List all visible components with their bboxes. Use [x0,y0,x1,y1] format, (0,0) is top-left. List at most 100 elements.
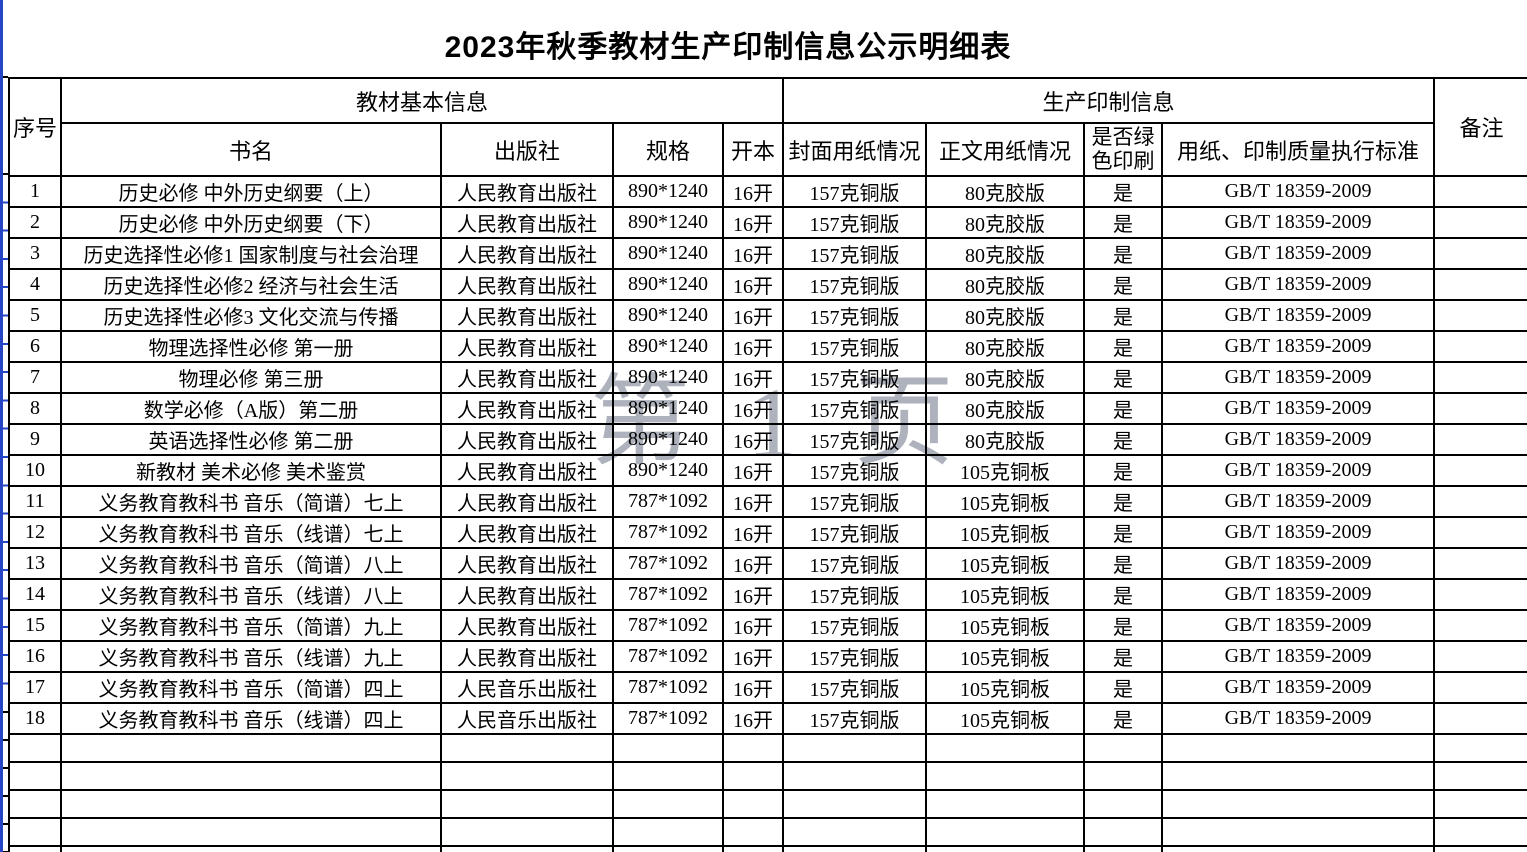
table-row: 17 义务教育教科书 音乐（简谱）四上 人民音乐出版社 787*1092 16开 157克… [8,671,1527,704]
empty-cell [782,817,928,847]
cell-format: 16开 [721,361,785,394]
cell-format: 16开 [721,330,785,363]
cell-remark [1433,268,1527,301]
cell-no: 11 [8,485,62,518]
cell-no: 3 [8,237,62,270]
cell-standard: GB/T 18359-2009 [1161,454,1436,487]
empty-cell [8,817,62,847]
cell-book: 历史选择性必修1 国家制度与社会治理 [60,237,442,270]
empty-cell [440,817,614,847]
cell-publisher: 人民教育出版社 [440,609,614,642]
empty-cell [1083,789,1164,819]
cell-no: 10 [8,454,62,487]
table-top-border-extension [0,76,8,78]
cell-remark [1433,299,1527,332]
cell-standard: GB/T 18359-2009 [1161,237,1436,270]
cell-spec: 787*1092 [612,702,724,735]
cell-remark [1433,237,1527,270]
cell-remark [1433,330,1527,363]
cell-spec: 890*1240 [612,299,724,332]
cell-body: 80克胶版 [925,361,1086,394]
empty-cell [60,761,442,791]
cell-cover: 157克铜版 [782,671,928,704]
cell-format: 16开 [721,578,785,611]
empty-cell [1083,845,1164,852]
empty-cell [1083,817,1164,847]
cell-green: 是 [1083,423,1164,456]
cell-standard: GB/T 18359-2009 [1161,361,1436,394]
cell-body: 105克铜板 [925,547,1086,580]
cell-book: 历史必修 中外历史纲要（上） [60,175,442,208]
cell-cover: 157克铜版 [782,330,928,363]
col-header-format: 开本 [721,122,785,177]
cell-cover: 157克铜版 [782,423,928,456]
cell-no: 6 [8,330,62,363]
cell-spec: 890*1240 [612,454,724,487]
cell-no: 13 [8,547,62,580]
empty-cell [925,733,1086,763]
cell-remark [1433,485,1527,518]
empty-cell [721,761,785,791]
cell-publisher: 人民教育出版社 [440,175,614,208]
cell-green: 是 [1083,299,1164,332]
cell-cover: 157克铜版 [782,578,928,611]
col-header-spec: 规格 [612,122,724,177]
empty-cell [721,733,785,763]
cell-format: 16开 [721,206,785,239]
cell-book: 义务教育教科书 音乐（简谱）四上 [60,671,442,704]
cell-standard: GB/T 18359-2009 [1161,671,1436,704]
header-bottom-border-extension [0,173,8,175]
cell-body: 105克铜板 [925,671,1086,704]
cell-format: 16开 [721,516,785,549]
cell-publisher: 人民教育出版社 [440,392,614,425]
empty-cell [925,817,1086,847]
empty-cell [1433,817,1527,847]
cell-publisher: 人民教育出版社 [440,237,614,270]
cell-book: 物理必修 第三册 [60,361,442,394]
cell-book: 义务教育教科书 音乐（线谱）四上 [60,702,442,735]
cell-spec: 787*1092 [612,516,724,549]
cell-format: 16开 [721,237,785,270]
table-row: 1 历史必修 中外历史纲要（上） 人民教育出版社 890*1240 16开 157克铜版 8… [8,175,1527,208]
cell-spec: 787*1092 [612,609,724,642]
cell-spec: 890*1240 [612,392,724,425]
col-header-publisher: 出版社 [440,122,614,177]
empty-cell [8,733,62,763]
cell-body: 80克胶版 [925,268,1086,301]
cell-green: 是 [1083,702,1164,735]
cell-format: 16开 [721,671,785,704]
cell-green: 是 [1083,454,1164,487]
cell-format: 16开 [721,392,785,425]
cell-no: 17 [8,671,62,704]
cell-green: 是 [1083,640,1164,673]
empty-cell [440,845,614,852]
empty-cell [721,817,785,847]
cell-format: 16开 [721,547,785,580]
cell-standard: GB/T 18359-2009 [1161,423,1436,456]
cell-standard: GB/T 18359-2009 [1161,578,1436,611]
cell-cover: 157克铜版 [782,609,928,642]
empty-cell [1433,733,1527,763]
cell-standard: GB/T 18359-2009 [1161,268,1436,301]
table-row: 16 义务教育教科书 音乐（线谱）九上 人民教育出版社 787*1092 16开 157克… [8,640,1527,673]
empty-cell [782,845,928,852]
cell-book: 新教材 美术必修 美术鉴赏 [60,454,442,487]
cell-cover: 157克铜版 [782,206,928,239]
table-row: 15 义务教育教科书 音乐（简谱）九上 人民教育出版社 787*1092 16开 157克… [8,609,1527,642]
table-row: 5 历史选择性必修3 文化交流与传播 人民教育出版社 890*1240 16开 157克铜… [8,299,1527,332]
cell-green: 是 [1083,206,1164,239]
cell-body: 105克铜板 [925,485,1086,518]
cell-format: 16开 [721,299,785,332]
table-row: 18 义务教育教科书 音乐（线谱）四上 人民音乐出版社 787*1092 16开 157克… [8,702,1527,735]
empty-cell [1433,761,1527,791]
col-header-cover-paper: 封面用纸情况 [782,122,928,177]
empty-cell [612,845,724,852]
empty-row [8,845,1527,852]
table-row: 7 物理必修 第三册 人民教育出版社 890*1240 16开 157克铜版 80克胶版是 G… [8,361,1527,394]
empty-cell [721,789,785,819]
cell-green: 是 [1083,516,1164,549]
cell-no: 12 [8,516,62,549]
cell-spec: 890*1240 [612,361,724,394]
cell-publisher: 人民教育出版社 [440,640,614,673]
cell-green: 是 [1083,330,1164,363]
